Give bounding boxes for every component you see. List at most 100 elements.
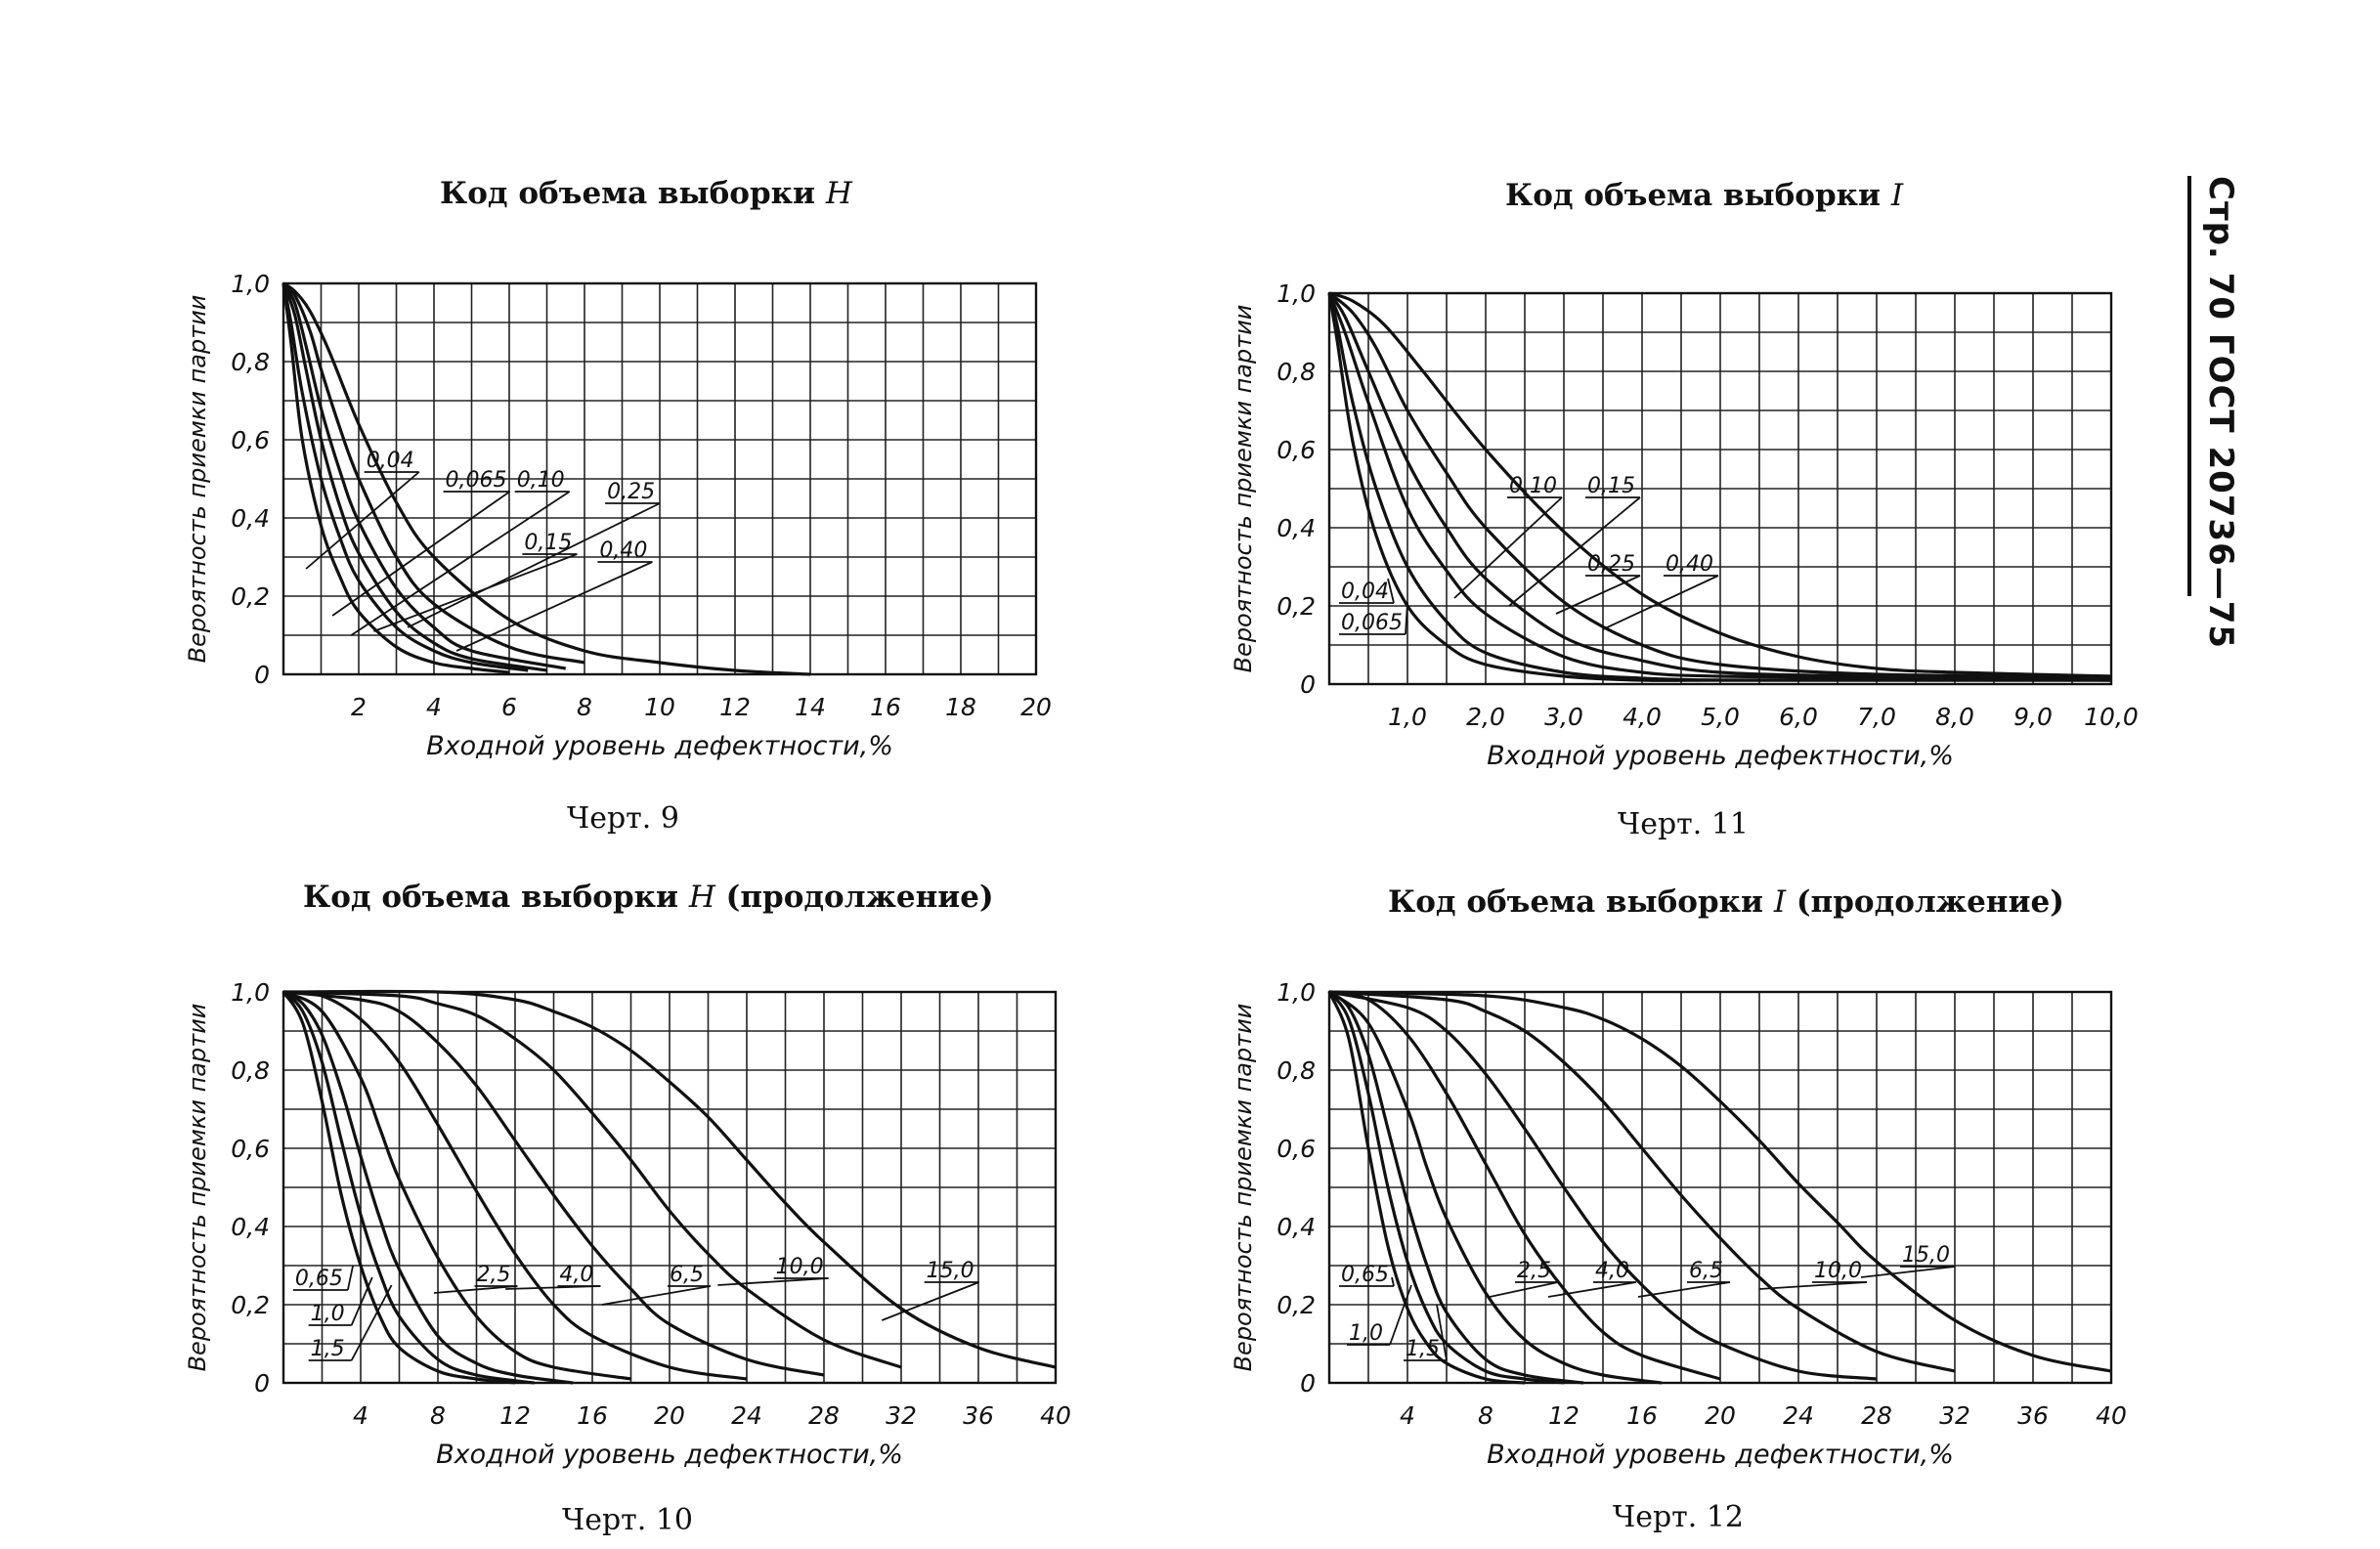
plot-frame: [1327, 291, 2113, 686]
curve-label-leader: [350, 491, 571, 636]
series-line-4-0: [282, 990, 748, 1381]
x-tick-label: 2,0: [1466, 703, 1505, 731]
y-tick-label: 0,6: [231, 426, 270, 454]
y-tick-label: 0,6: [1277, 436, 1316, 464]
x-axis-label: Входной уровень дефектности,%: [1487, 1440, 1954, 1470]
curve-label-leader: [1387, 578, 1395, 604]
y-tick-label: 0,4: [231, 1213, 270, 1241]
curve-label: 1,0: [1349, 1321, 1383, 1346]
x-tick-label: 36: [963, 1401, 994, 1430]
x-tick-label: 12: [499, 1401, 531, 1430]
x-tick-label: 6,0: [1779, 703, 1818, 731]
curve-label: 10,0: [1814, 1259, 1862, 1283]
curve-label-leader: [881, 1281, 980, 1321]
x-tick-label: 16: [1626, 1401, 1658, 1430]
chart10-svg: 4 8 12 16 20 24 28 32 36 40 0 0,2 0,4 0,6 0,8 1,0 Входно…: [184, 978, 1071, 1470]
y-tick-label: 0,8: [231, 348, 270, 376]
x-tick-label: 36: [2017, 1401, 2049, 1430]
x-tick-label: 20: [654, 1401, 685, 1430]
series-line-0-15: [1327, 292, 2112, 680]
page-header-text: Стр. 70 ГОСТ 20736—75: [2201, 176, 2240, 650]
x-tick-label: 8: [1478, 1401, 1493, 1430]
x-tick-label: 5,0: [1701, 703, 1740, 731]
curve-label-leader: [1436, 1304, 1448, 1361]
curve-label: 2,5: [1517, 1259, 1551, 1283]
y-tick-label: 0,2: [231, 1291, 270, 1319]
curve-label: 6,5: [1689, 1259, 1723, 1283]
x-tick-label: 24: [731, 1401, 762, 1430]
curve-label-leader: [505, 1285, 601, 1290]
curve-label: 15,0: [1902, 1243, 1950, 1268]
chart12-caption: Черт. 12: [1613, 1500, 1744, 1534]
series-line-6-5: [282, 990, 825, 1377]
y-axis-label: Вероятность приемки партии: [1230, 1004, 1257, 1372]
y-tick-label: 0,2: [1277, 1291, 1316, 1319]
curve-label: 1,0: [311, 1302, 345, 1326]
series-line-1-5: [1328, 990, 1584, 1385]
curve-label-leader: [601, 1285, 712, 1306]
x-tick-label: 16: [870, 693, 901, 721]
x-tick-label: 8: [577, 693, 592, 721]
curve-label: 0,10: [517, 468, 565, 493]
series-line-0-04: [281, 282, 510, 674]
chart10-caption: Черт. 10: [562, 1503, 693, 1537]
chart12-title: Код объема выборки I (продолжение): [1388, 884, 2064, 920]
series-line-15-0: [282, 989, 1057, 1369]
curve-label-leader: [1453, 496, 1563, 599]
curve-label: 0,15: [1587, 474, 1635, 498]
series-line-0-10: [1327, 292, 2112, 682]
series-line-1-5: [282, 990, 574, 1385]
curve-label-leader: [350, 1284, 393, 1361]
series-line-4-0: [1328, 990, 1721, 1381]
curve-label: 0,40: [1666, 552, 1713, 577]
curve-label: 0,65: [1341, 1263, 1389, 1287]
chart10-title: Код объема выборки H (продолжение): [303, 880, 994, 915]
x-tick-label: 20: [1020, 693, 1052, 721]
curve-label: 2,5: [477, 1263, 511, 1287]
y-tick-label: 0: [254, 661, 270, 689]
series-line-0-25: [1327, 291, 2112, 678]
y-tick-label: 0,4: [1277, 514, 1316, 542]
x-tick-label: 32: [1939, 1401, 1970, 1430]
series-line-15-0: [1328, 990, 2112, 1373]
x-tick-label: 4: [1400, 1401, 1415, 1430]
series-line-10-0: [1328, 990, 1956, 1373]
curve-label: 0,25: [607, 480, 655, 504]
x-tick-label: 8: [430, 1401, 446, 1430]
x-tick-label: 2: [351, 693, 367, 721]
curve-label-leader: [1547, 1281, 1637, 1298]
x-tick-label: 12: [1548, 1401, 1579, 1430]
x-tick-label: 6: [501, 693, 517, 721]
chart9-caption: Черт. 9: [567, 801, 679, 836]
x-tick-label: 18: [945, 693, 976, 721]
x-tick-label: 8,0: [1935, 703, 1974, 731]
curve-label-leader: [1508, 496, 1641, 607]
curve-label: 0,15: [524, 531, 572, 555]
x-tick-label: 4,0: [1623, 703, 1662, 731]
x-tick-label: 40: [1040, 1401, 1071, 1430]
series-line-0-25: [281, 281, 585, 665]
y-tick-label: 0,8: [231, 1056, 270, 1085]
plot-frame: [1327, 990, 2113, 1385]
x-tick-label: 4: [353, 1401, 368, 1430]
curve-label: 4,0: [559, 1263, 593, 1287]
y-tick-label: 0,6: [1277, 1135, 1316, 1163]
curve-label: 0,25: [1587, 552, 1635, 577]
series-line-2-5: [1328, 990, 1663, 1385]
y-tick-label: 0: [1300, 670, 1316, 699]
y-tick-label: 1,0: [231, 270, 270, 298]
x-tick-label: 10: [644, 693, 675, 721]
x-tick-label: 24: [1783, 1401, 1814, 1430]
y-tick-label: 0,2: [231, 582, 270, 611]
curve-label-leader: [455, 561, 653, 652]
y-axis-label: Вероятность приемки партии: [1230, 305, 1257, 673]
page-header: Стр. 70 ГОСТ 20736—75: [2187, 176, 2250, 649]
chart11-caption: Черт. 11: [1618, 807, 1749, 841]
curve-label-leader: [1389, 1284, 1412, 1346]
chart11-svg: 1,0 2,0 3,0 4,0 5,0 6,0 7,0 8,0 9,0 10,0 0 0,2 0,4 0,…: [1230, 280, 2139, 771]
series-line-0-40: [282, 281, 811, 676]
plot-frame: [281, 990, 1058, 1385]
curve-label: 0,065: [446, 468, 507, 493]
x-tick-label: 20: [1705, 1401, 1736, 1430]
x-axis-label: Входной уровень дефектности,%: [1487, 741, 1954, 771]
